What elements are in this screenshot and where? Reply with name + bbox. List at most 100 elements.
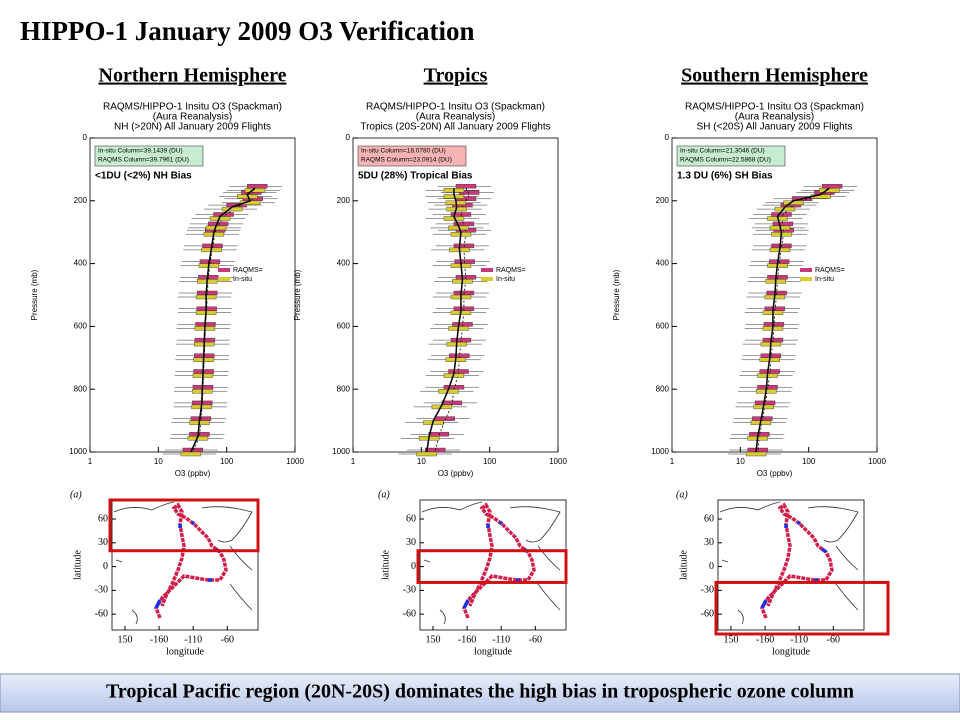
legend-swatch bbox=[218, 268, 230, 272]
y-tick-label: 0 bbox=[665, 133, 670, 142]
map-x-tick-label: -160 bbox=[756, 634, 774, 645]
legend-swatch bbox=[218, 277, 230, 281]
map-frame bbox=[111, 499, 259, 631]
map-x-tick-label: 150 bbox=[425, 634, 440, 645]
x-tick-label: 100 bbox=[802, 457, 816, 466]
map-x-tick-label: -160 bbox=[458, 634, 476, 645]
y-tick-label: 800 bbox=[337, 384, 351, 393]
highlight-box bbox=[108, 498, 260, 553]
chart-title: NH (>20N) All January 2009 Flights bbox=[114, 122, 271, 133]
footer-text: Tropical Pacific region (20N-20S) domina… bbox=[106, 681, 854, 703]
y-tick-label: 1000 bbox=[69, 447, 87, 456]
slide-title: HIPPO-1 January 2009 O3 Verification bbox=[20, 16, 475, 46]
chart-title: SH (<20S) All January 2009 Flights bbox=[697, 122, 853, 133]
y-tick-label: 200 bbox=[337, 196, 351, 205]
x-tick-label: 1000 bbox=[868, 457, 886, 466]
x-axis-label: O3 (ppbv) bbox=[757, 469, 793, 478]
x-tick-label: 100 bbox=[220, 457, 234, 466]
map-panel-label: (a) bbox=[378, 489, 390, 500]
map-panel-label: (a) bbox=[70, 489, 82, 500]
map-y-tick-label: 30 bbox=[704, 537, 714, 548]
legend-label: RAQMS= bbox=[233, 267, 263, 274]
level-bar bbox=[434, 416, 455, 421]
map-frame bbox=[717, 499, 865, 631]
column-box bbox=[357, 145, 467, 167]
plot-frame bbox=[352, 137, 559, 453]
legend-swatch bbox=[481, 268, 493, 272]
map-y-label: latitude bbox=[678, 549, 689, 580]
legend-swatch bbox=[800, 277, 812, 281]
legend-swatch bbox=[481, 277, 493, 281]
map-y-label: latitude bbox=[380, 549, 391, 580]
chart-title: (Aura Reanalysis) bbox=[416, 112, 495, 123]
map-x-label: longitude bbox=[166, 646, 204, 657]
panel-heading: Northern Hemisphere bbox=[99, 65, 287, 87]
map-y-label: latitude bbox=[72, 549, 83, 580]
y-tick-label: 400 bbox=[337, 259, 351, 268]
bias-note: <1DU (<2%) NH Bias bbox=[95, 171, 192, 182]
footer-box bbox=[0, 673, 960, 713]
legend-label: RAQMS= bbox=[815, 267, 845, 274]
level-bar bbox=[416, 451, 437, 457]
map-y-tick-label: -30 bbox=[701, 585, 714, 596]
chart-title: RAQMS/HIPPO-1 Insitu O3 (Spackman) bbox=[366, 102, 545, 113]
highlight-box bbox=[416, 549, 568, 584]
insitu-column: In-situ Column=18.0780 (DU) bbox=[361, 148, 446, 155]
legend-label: In-situ bbox=[233, 276, 252, 283]
map-x-tick-label: -60 bbox=[529, 634, 542, 645]
level-bar bbox=[771, 212, 792, 217]
legend-label: In-situ bbox=[815, 276, 834, 283]
profile-line bbox=[426, 188, 464, 453]
y-tick-label: 400 bbox=[74, 259, 88, 268]
x-tick-label: 1 bbox=[88, 457, 93, 466]
y-axis-label: Pressure (mb) bbox=[293, 269, 302, 320]
chart-title: Tropics (20S-20N) All January 2009 Fligh… bbox=[360, 122, 550, 133]
x-axis-label: O3 (ppbv) bbox=[175, 469, 211, 478]
plot-frame bbox=[671, 137, 878, 453]
column-box bbox=[676, 145, 786, 167]
level-bar bbox=[425, 447, 446, 453]
level-bar bbox=[455, 184, 477, 189]
map-x-tick-label: -110 bbox=[184, 634, 202, 645]
raqms-column: RAQMS Column=22.5868 (DU) bbox=[680, 157, 771, 164]
y-axis-label: Pressure (mb) bbox=[612, 269, 621, 320]
highlight-box bbox=[714, 580, 890, 636]
x-tick-label: 10 bbox=[154, 457, 163, 466]
map-x-tick-label: 150 bbox=[723, 634, 738, 645]
y-axis-label: Pressure (mb) bbox=[30, 269, 39, 320]
map-x-label: longitude bbox=[474, 646, 512, 657]
map-x-tick-label: -110 bbox=[492, 634, 510, 645]
panel-heading: Tropics bbox=[424, 65, 488, 87]
map-y-tick-label: 60 bbox=[704, 513, 714, 524]
map-y-tick-label: -60 bbox=[95, 608, 108, 619]
bias-note: 1.3 DU (6%) SH Bias bbox=[677, 171, 773, 182]
map-y-tick-label: 30 bbox=[406, 537, 416, 548]
y-tick-label: 200 bbox=[656, 196, 670, 205]
level-bar bbox=[745, 451, 767, 457]
map-x-label: longitude bbox=[772, 646, 810, 657]
y-tick-label: 0 bbox=[346, 133, 351, 142]
x-tick-label: 1 bbox=[670, 457, 675, 466]
y-tick-label: 800 bbox=[656, 384, 670, 393]
x-axis-label: O3 (ppbv) bbox=[438, 469, 474, 478]
map-y-tick-label: -30 bbox=[403, 585, 416, 596]
map-x-tick-label: -60 bbox=[221, 634, 234, 645]
y-tick-label: 600 bbox=[337, 322, 351, 331]
column-box bbox=[94, 145, 204, 167]
level-bar bbox=[821, 184, 843, 189]
x-tick-label: 10 bbox=[736, 457, 745, 466]
map-x-tick-label: 150 bbox=[117, 634, 132, 645]
level-bar bbox=[247, 184, 268, 189]
x-tick-label: 1000 bbox=[549, 457, 567, 466]
map-y-tick-label: -60 bbox=[403, 608, 416, 619]
x-tick-label: 10 bbox=[417, 457, 426, 466]
raqms-column: RAQMS Column=23.0914 (DU) bbox=[361, 157, 452, 164]
y-tick-label: 600 bbox=[74, 322, 88, 331]
chart-title: (Aura Reanalysis) bbox=[735, 112, 814, 123]
x-tick-label: 100 bbox=[483, 457, 497, 466]
map-x-tick-label: -160 bbox=[150, 634, 168, 645]
panel-heading: Southern Hemisphere bbox=[681, 65, 868, 87]
map-y-tick-label: -60 bbox=[701, 608, 714, 619]
insitu-column: In-situ Column=39.1439 (DU) bbox=[98, 148, 183, 155]
map-y-tick-label: 0 bbox=[103, 561, 108, 572]
